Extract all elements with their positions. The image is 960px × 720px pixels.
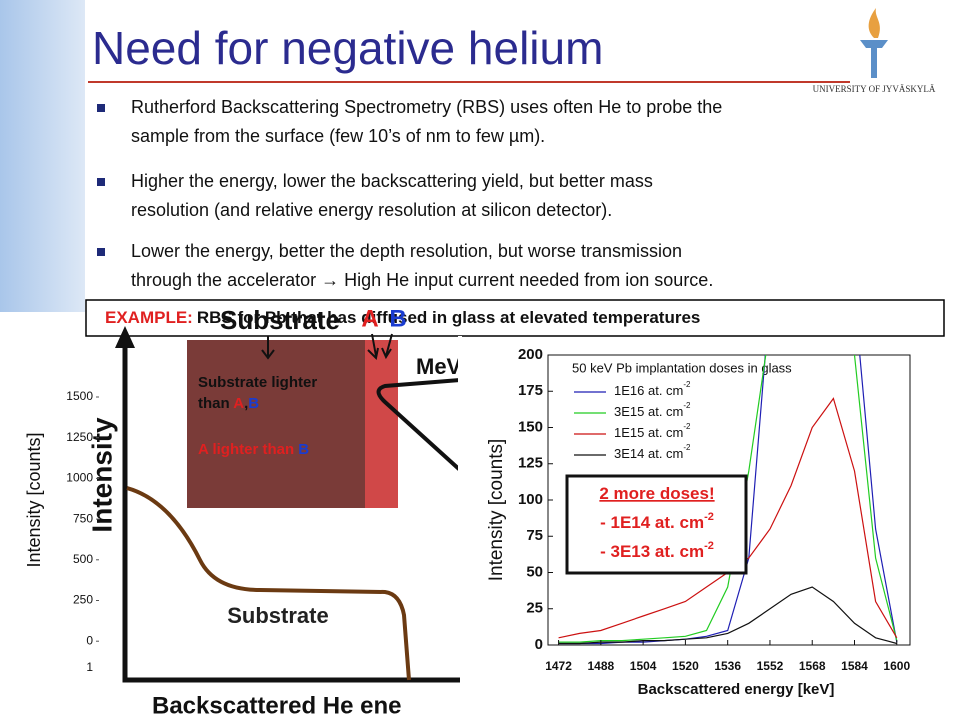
substrate-block <box>187 340 365 508</box>
axes <box>122 340 460 683</box>
annotation-box <box>565 474 748 575</box>
legend-label: 1E16 at. cm-2 <box>614 380 691 398</box>
y-tick-label: 1500 <box>66 389 93 403</box>
bullet-text: Rutherford Backscattering Spectrometry (… <box>131 97 722 117</box>
region-label: Substrate <box>227 603 328 628</box>
y-tick-label: 0 <box>86 633 93 647</box>
series-line <box>558 355 898 643</box>
x-tick-label: 1584 <box>841 659 868 673</box>
legend: 1E16 at. cm-2 3E15 at. cm-2 1E15 at. cm-2 3… <box>574 380 691 461</box>
beam-label: MeV <box>416 354 462 379</box>
y-tick-label: 0 <box>535 636 543 653</box>
spectrum-chart: 50 keV Pb implantation doses in glass Ba… <box>486 346 911 698</box>
extra-tick: 1 <box>86 660 93 674</box>
x-tick-label: 1552 <box>757 659 784 673</box>
y-tick-label: 250 <box>73 593 93 607</box>
y-axis-label: Intensity [counts] <box>24 432 44 567</box>
y-tick-label: 1000 <box>66 471 93 485</box>
beam-path <box>376 378 462 472</box>
annotation-line: 2 more doses! <box>599 484 714 503</box>
schematic-ticks: 1500 1250 1000 750 500 250 0 <box>66 389 99 647</box>
y-tick-label: 1250 <box>66 430 93 444</box>
legend-label: 3E14 at. cm-2 <box>614 443 691 461</box>
bullet-list: Rutherford Backscattering Spectrometry (… <box>97 97 722 290</box>
y-tick-label: 750 <box>73 511 93 525</box>
x-tick-label: 1472 <box>545 659 572 673</box>
x-tick-label: 1600 <box>883 659 910 673</box>
annotation: 2 more doses! - 1E14 at. cm-2 - 3E13 at. c… <box>599 484 714 561</box>
spectrum-curve <box>126 486 411 681</box>
bullet-text: through the accelerator → High He input … <box>131 270 713 290</box>
example-body: RBS for Pb that has diffused in glass at… <box>197 308 701 327</box>
box-text: A <box>233 395 244 412</box>
bullet-marker <box>97 104 105 112</box>
pointer-arrows <box>261 333 393 361</box>
box-line: A lighter than B <box>198 441 309 458</box>
box-text: , <box>244 395 248 412</box>
example-box <box>85 299 945 337</box>
bullet-text: Lower the energy, better the depth resol… <box>131 241 682 261</box>
box-text: A lighter than <box>198 441 298 458</box>
y-tick-label: 75 <box>526 527 543 544</box>
x-tick-label: 1504 <box>630 659 657 673</box>
box-text: B <box>298 441 309 458</box>
annotation-line: - 3E13 at. cm-2 <box>600 540 714 562</box>
box-text: B <box>248 395 259 412</box>
x-tick-label: 1520 <box>672 659 699 673</box>
x-tick-label: 1568 <box>799 659 826 673</box>
bullet-marker <box>97 178 105 186</box>
y-tick-label: 100 <box>518 491 543 508</box>
crop <box>458 336 462 720</box>
layer-a-label: A <box>361 305 378 332</box>
bullet-text: sample from the surface (few 10’s of nm … <box>131 126 545 146</box>
legend-label: 3E15 at. cm-2 <box>614 401 691 419</box>
y-tick-label: 175 <box>518 382 543 399</box>
bullet-text: Higher the energy, lower the backscatter… <box>131 171 653 191</box>
y-tick-label: 200 <box>518 346 543 363</box>
y-tick-label: 125 <box>518 455 543 472</box>
substrate-top-label: Substrate <box>220 305 340 335</box>
example-label: EXAMPLE: <box>105 308 193 327</box>
bullet-text: resolution (and relative energy resoluti… <box>131 200 612 220</box>
box-line: than A,B <box>198 395 259 412</box>
y-axis-label: Intensity [counts] <box>486 439 507 582</box>
box-line: Substrate lighter <box>198 374 317 391</box>
y-tick-label: 50 <box>526 563 543 580</box>
x-tick-label: 1536 <box>714 659 741 673</box>
bullet-marker <box>97 248 105 256</box>
annotation-line: - 1E14 at. cm-2 <box>600 511 714 533</box>
axis-arrow <box>115 326 135 348</box>
box-text: than <box>198 395 233 412</box>
layer-block <box>365 340 398 508</box>
side-strip <box>0 0 85 312</box>
example-text: EXAMPLE: RBS for Pb that has diffused in … <box>105 308 700 327</box>
logo-text: UNIVERSITY OF JYVÄSKYLÄ <box>813 84 936 94</box>
y-axis-title: Intensity <box>86 417 117 533</box>
schematic: Substrate A B Substrate lighter than A,B… <box>24 305 462 720</box>
x-tick-label: 1488 <box>587 659 614 673</box>
layer-b-label: B <box>389 305 406 332</box>
chart-title: 50 keV Pb implantation doses in glass <box>572 360 792 375</box>
series-line <box>558 586 897 645</box>
legend-label: 1E15 at. cm-2 <box>614 422 691 440</box>
y-tick-label: 25 <box>526 600 543 617</box>
logo: UNIVERSITY OF JYVÄSKYLÄ <box>813 8 936 94</box>
y-tick-label: 500 <box>73 552 93 566</box>
x-axis-label: Backscattered He ene <box>152 692 401 719</box>
x-axis-label: Backscattered energy [keV] <box>638 681 835 698</box>
title: Need for negative helium <box>92 22 603 74</box>
y-tick-label: 150 <box>518 418 543 435</box>
